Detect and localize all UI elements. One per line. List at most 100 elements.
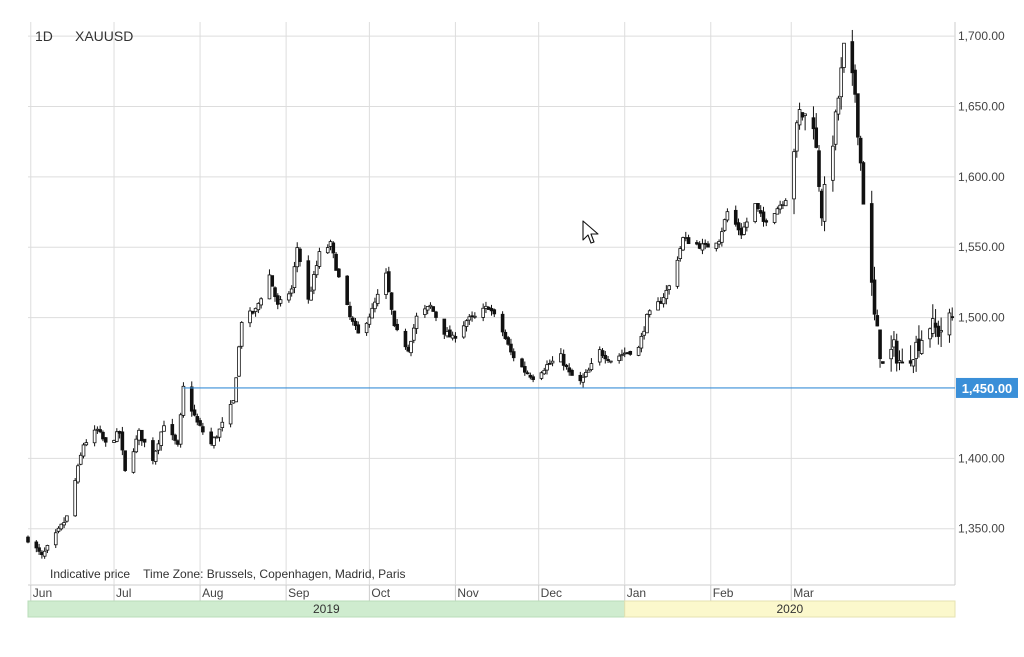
candle-body xyxy=(775,208,780,215)
candle-body xyxy=(337,268,341,278)
x-tick-label: Jan xyxy=(627,586,646,600)
candle-body xyxy=(872,279,877,315)
candle-body xyxy=(500,313,505,333)
candle-body xyxy=(181,385,186,416)
candle-body xyxy=(523,366,527,373)
candle-body xyxy=(603,354,608,360)
candle-body xyxy=(453,335,458,339)
candle-body xyxy=(65,515,69,522)
candle-body xyxy=(628,350,633,355)
candle-body xyxy=(950,316,955,319)
candle-body xyxy=(217,428,222,438)
candle-body xyxy=(745,221,749,228)
candle-body xyxy=(900,361,905,364)
candle-body xyxy=(656,301,660,311)
candle-body xyxy=(620,354,624,357)
candle-body xyxy=(212,437,216,446)
candle-body xyxy=(700,243,705,251)
candle-body xyxy=(564,364,569,368)
candle-body xyxy=(550,360,555,364)
candle-body xyxy=(192,409,197,416)
candle-body xyxy=(839,67,844,98)
candle-body xyxy=(617,355,621,362)
x-tick-label: Feb xyxy=(713,586,734,600)
timezone-label: Time Zone: Brussels, Copenhagen, Madrid,… xyxy=(143,567,406,581)
mouse-cursor-icon xyxy=(582,220,599,244)
candle-body xyxy=(256,303,261,311)
year-label-2020: 2020 xyxy=(777,602,804,616)
candle-body xyxy=(520,358,524,368)
candle-body xyxy=(503,331,508,339)
candle-body xyxy=(778,204,782,210)
symbol-label[interactable]: XAUUSD xyxy=(75,28,134,44)
candle-body xyxy=(878,329,882,360)
candle-body xyxy=(678,248,683,259)
year-label-2019: 2019 xyxy=(313,602,340,616)
candle-body xyxy=(389,292,394,310)
candle-body xyxy=(34,541,39,549)
candle-body xyxy=(881,361,885,364)
timeframe-label[interactable]: 1D xyxy=(35,28,53,44)
candle-body xyxy=(756,203,760,210)
candle-body xyxy=(348,305,352,318)
candle-body xyxy=(153,450,158,462)
candle-body xyxy=(134,438,139,453)
price-line-label: 1,450.00 xyxy=(962,381,1013,396)
candle-body xyxy=(392,310,397,327)
candle-body xyxy=(822,184,827,222)
candle-body xyxy=(142,438,147,443)
candle-body xyxy=(317,251,322,267)
candle-body xyxy=(56,527,61,532)
candle-body xyxy=(403,330,408,348)
candle-body xyxy=(345,275,349,305)
candle-body xyxy=(248,310,252,324)
x-tick-label: Jun xyxy=(33,586,52,600)
candle-body xyxy=(645,313,649,334)
candle-body xyxy=(395,323,399,331)
candle-body xyxy=(606,359,610,362)
candle-body xyxy=(831,145,835,181)
candle-body xyxy=(73,480,77,517)
candle-body xyxy=(584,371,588,378)
candle-body xyxy=(98,429,102,433)
candle-body xyxy=(92,429,97,444)
y-tick-label: 1,350.00 xyxy=(958,522,1005,536)
candle-body xyxy=(62,522,66,526)
candle-body xyxy=(733,209,738,225)
candle-body xyxy=(101,431,105,440)
candle-body xyxy=(220,421,225,428)
candle-body xyxy=(539,372,544,379)
candle-body xyxy=(481,307,485,318)
candle-body xyxy=(273,287,277,298)
candle-body xyxy=(356,324,361,334)
candle-body xyxy=(661,297,666,305)
candle-body xyxy=(675,259,680,287)
candle-body xyxy=(442,318,447,335)
candle-body xyxy=(681,237,685,251)
candle-body xyxy=(581,376,585,383)
x-tick-label: Sep xyxy=(288,586,310,600)
candle-body xyxy=(162,425,166,432)
candle-body xyxy=(431,306,436,312)
candle-body xyxy=(425,306,430,311)
price-line-label-bg xyxy=(956,377,1018,398)
candle-body xyxy=(706,243,710,248)
candle-body xyxy=(836,97,841,115)
candle-body xyxy=(783,200,788,207)
candle-body xyxy=(939,330,943,333)
candle-body xyxy=(84,442,89,446)
candle-body xyxy=(289,288,294,294)
candle-body xyxy=(894,340,899,364)
candle-body xyxy=(123,450,127,471)
candle-body xyxy=(792,151,796,200)
candle-body xyxy=(609,360,613,363)
candle-body xyxy=(370,307,374,319)
y-tick-label: 1,600.00 xyxy=(958,170,1005,184)
candle-body xyxy=(414,315,419,329)
candle-body xyxy=(525,372,530,375)
candle-body xyxy=(353,320,358,327)
candle-body xyxy=(889,348,893,360)
candle-body xyxy=(42,550,47,557)
